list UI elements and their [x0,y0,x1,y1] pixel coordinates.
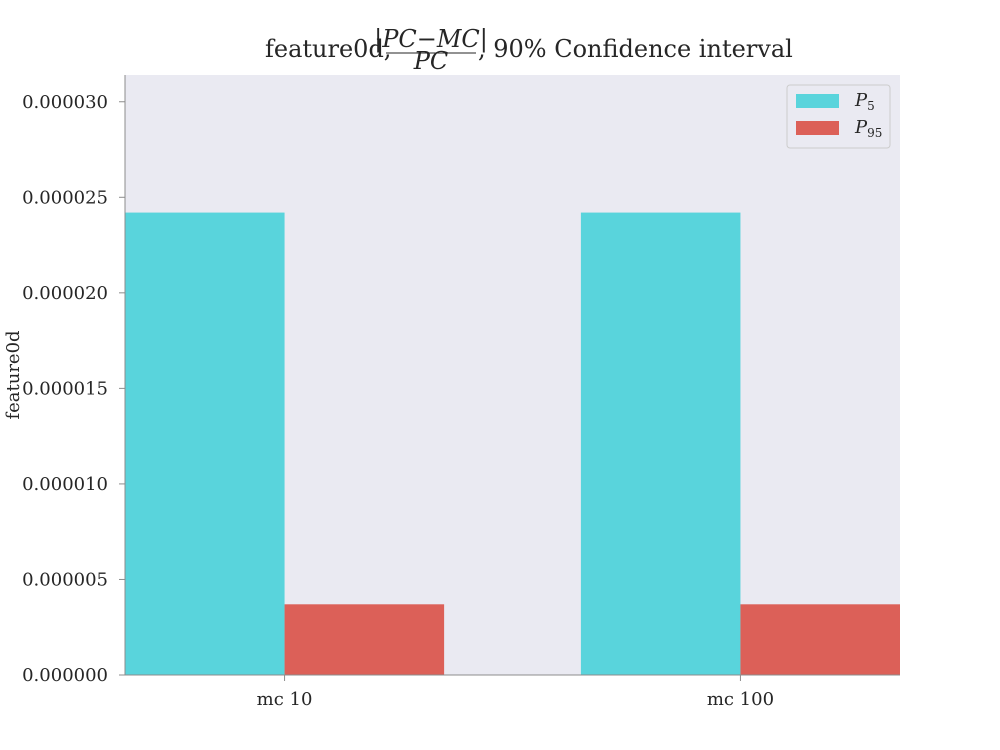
bars-layer [125,212,900,675]
bar-p95-mc-10 [284,604,445,675]
title-suffix: , 90% Confidence interval [478,35,793,63]
chart-title: feature0d, |PC−MC| PC , 90% Confidence i… [265,25,793,75]
bar-p5-mc-100 [580,212,741,675]
bar-p95-mc-100 [740,604,900,675]
title-fraction-numerator: |PC−MC| [374,25,488,54]
y-tick-label: 0.000030 [22,92,108,113]
x-axis-ticks: mc 10 mc 100 [257,675,774,710]
y-tick-label: 0.000025 [22,187,108,208]
legend-swatch-p5 [796,94,839,108]
x-tick-label: mc 100 [707,689,774,710]
title-prefix: feature0d, [265,35,391,63]
legend: P5 P95 [786,84,891,149]
y-tick-label: 0.000015 [22,378,108,399]
title-fraction-denominator: PC [413,47,449,75]
bar-p5-mc-10 [125,212,285,675]
y-axis-label: feature0d [3,330,24,419]
y-axis-ticks: 0.000000 0.000005 0.000010 0.000015 0.000020… [22,92,125,686]
legend-swatch-p95 [796,121,839,135]
y-tick-label: 0.000020 [22,283,108,304]
y-tick-label: 0.000000 [22,665,108,686]
y-tick-label: 0.000005 [22,569,108,590]
y-tick-label: 0.000010 [22,474,108,495]
legend-label-p95: P95 [854,117,882,140]
legend-label-p5: P5 [854,90,875,113]
x-tick-label: mc 10 [257,689,313,710]
